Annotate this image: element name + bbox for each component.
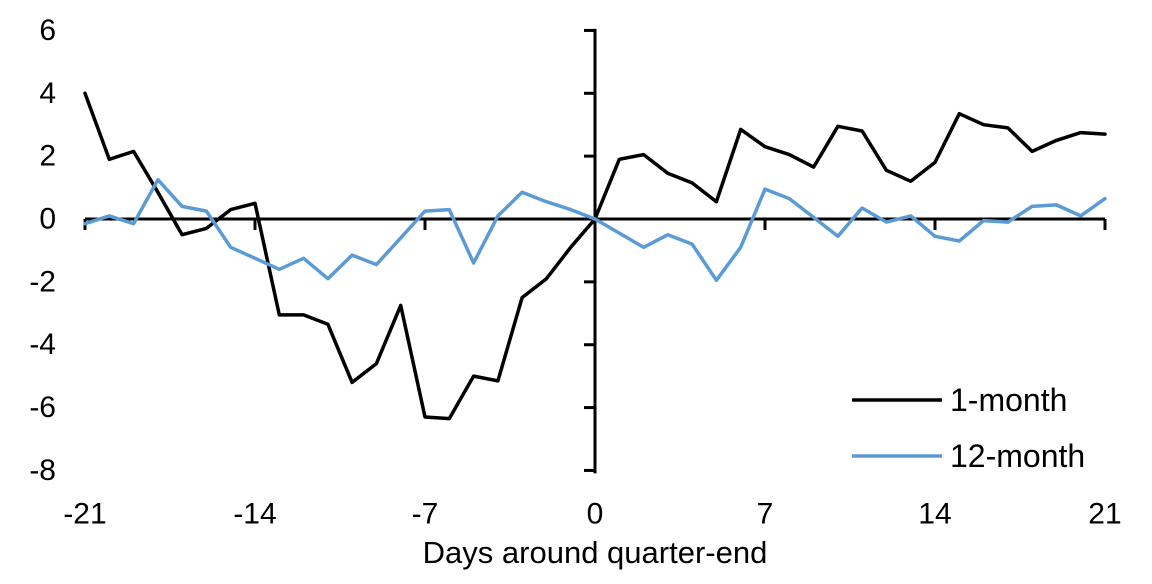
legend-label-12-month: 12-month: [950, 438, 1085, 474]
x-tick-label: -14: [233, 498, 276, 531]
x-tick-label: 0: [587, 498, 604, 531]
x-tick-label: 14: [918, 498, 951, 531]
y-tick-label: -8: [29, 454, 56, 487]
y-tick-label: 2: [39, 140, 56, 173]
x-axis-title: Days around quarter-end: [423, 535, 768, 570]
legend-label-1-month: 1-month: [950, 382, 1067, 418]
legend: 1-month 12-month: [852, 382, 1085, 474]
x-tick-label: 21: [1088, 498, 1121, 531]
y-tick-label: -4: [29, 328, 56, 361]
x-axis-tick-labels: -21 -14 -7 0 7 14 21: [63, 498, 1121, 531]
x-tick-label: -21: [63, 498, 106, 531]
y-tick-label: 0: [39, 203, 56, 236]
y-tick-label: -2: [29, 265, 56, 298]
y-tick-label: 4: [39, 77, 56, 110]
x-tick-label: 7: [757, 498, 774, 531]
x-tick-label: -7: [412, 498, 439, 531]
y-tick-label: -6: [29, 391, 56, 424]
y-axis-tick-labels: 6 4 2 0 -2 -4 -6 -8: [29, 14, 56, 487]
series-line-12-month: [83, 177, 1107, 283]
y-tick-label: 6: [39, 14, 56, 47]
series-lines: [83, 91, 1107, 421]
